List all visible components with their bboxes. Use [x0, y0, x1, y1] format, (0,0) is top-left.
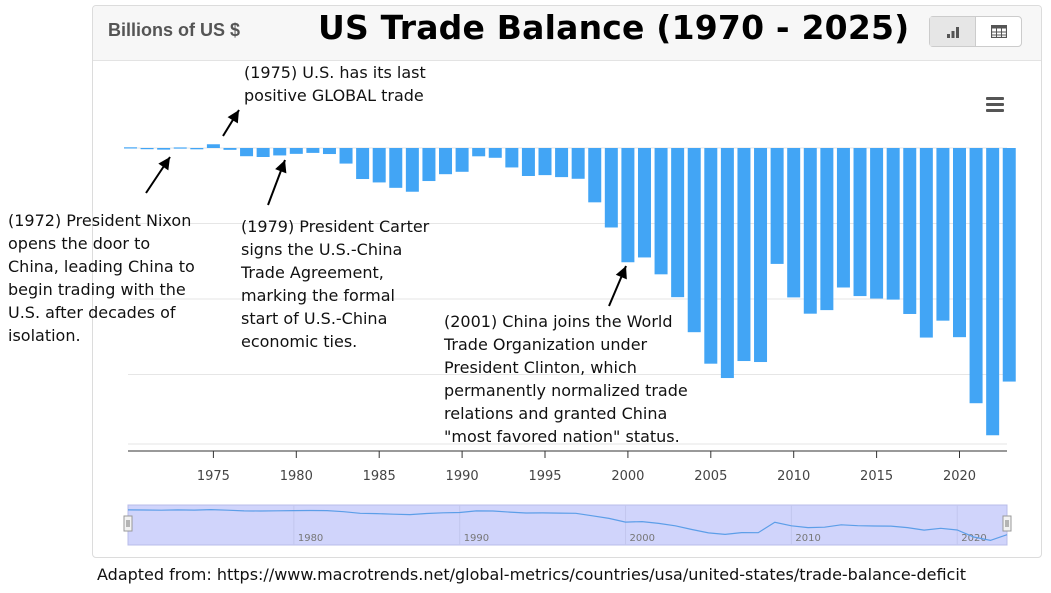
arrow-1972 [145, 156, 171, 194]
bar-1974[interactable] [190, 148, 204, 150]
bar-2013[interactable] [836, 148, 850, 288]
bar-1981[interactable] [306, 148, 320, 153]
bar-1991[interactable] [472, 148, 486, 157]
x-tick-label-1990: 1990 [446, 469, 479, 484]
table-view-button[interactable] [976, 17, 1021, 46]
x-tick-label-1975: 1975 [197, 469, 230, 484]
navigator-tick-label-1990: 1990 [464, 533, 489, 544]
bar-1985[interactable] [372, 148, 386, 183]
bar-1978[interactable] [256, 148, 270, 157]
bar-2010[interactable] [787, 148, 801, 298]
arrow-2001 [608, 265, 627, 307]
bar-2016[interactable] [886, 148, 900, 300]
source-caption: Adapted from: https://www.macrotrends.ne… [97, 565, 967, 584]
bar-1971[interactable] [140, 148, 154, 150]
navigator-right-handle[interactable] [1002, 515, 1012, 532]
navigator-tick-label-2020: 2020 [961, 533, 986, 544]
bar-1996[interactable] [555, 148, 569, 178]
bar-1982[interactable] [322, 148, 336, 155]
units-label: Billions of US $ [108, 20, 241, 40]
bar-2002[interactable] [654, 148, 668, 275]
bar-2011[interactable] [803, 148, 817, 314]
bar-1980[interactable] [289, 148, 303, 154]
x-tick-label-2010: 2010 [777, 469, 810, 484]
x-tick-label-1985: 1985 [363, 469, 396, 484]
bar-2003[interactable] [671, 148, 685, 298]
bar-2023[interactable] [1002, 148, 1016, 382]
bar-1987[interactable] [405, 148, 419, 192]
bar-2017[interactable] [903, 148, 917, 314]
bar-1976[interactable] [223, 148, 237, 150]
navigator-tick-label-2000: 2000 [630, 533, 655, 544]
bar-1983[interactable] [339, 148, 353, 164]
bar-1989[interactable] [439, 148, 453, 175]
bar-2000[interactable] [621, 148, 635, 263]
page-title: US Trade Balance (1970 - 2025) [318, 8, 910, 47]
bar-chart-icon [946, 26, 959, 38]
x-tick-label-2015: 2015 [860, 469, 893, 484]
view-toggle [929, 16, 1022, 47]
x-tick-label-1980: 1980 [280, 469, 313, 484]
bar-2004[interactable] [687, 148, 701, 333]
card-header [93, 6, 1041, 61]
bar-2018[interactable] [919, 148, 933, 338]
bar-2008[interactable] [754, 148, 768, 363]
bar-2005[interactable] [704, 148, 718, 364]
bar-1988[interactable] [422, 148, 436, 182]
x-tick-label-2005: 2005 [694, 469, 727, 484]
bar-2022[interactable] [986, 148, 1000, 436]
bar-2019[interactable] [936, 148, 950, 321]
bar-1993[interactable] [505, 148, 519, 168]
bar-1997[interactable] [571, 148, 585, 179]
bar-2020[interactable] [953, 148, 966, 338]
bar-2015[interactable] [870, 148, 884, 299]
bar-1979[interactable] [273, 148, 287, 156]
x-tick-label-2000: 2000 [611, 469, 644, 484]
bar-1975[interactable] [206, 144, 220, 148]
table-icon [990, 25, 1007, 38]
bar-1973[interactable] [173, 147, 187, 149]
bar-2007[interactable] [737, 148, 751, 362]
navigator-left-handle[interactable] [123, 515, 133, 532]
bar-1986[interactable] [389, 148, 403, 188]
bar-2014[interactable] [853, 148, 867, 297]
navigator-series-line [127, 508, 1008, 542]
annotation-1975: (1975) U.S. has its last positive GLOBAL… [244, 63, 426, 105]
bar-1984[interactable] [356, 148, 370, 180]
bar-1994[interactable] [521, 148, 535, 176]
bar-2001[interactable] [637, 148, 651, 258]
bar-1990[interactable] [455, 148, 469, 172]
chart-view-button[interactable] [930, 17, 976, 46]
bar-2006[interactable] [720, 148, 734, 379]
hamburger-menu-icon[interactable] [986, 97, 1004, 113]
bar-1998[interactable] [588, 148, 602, 203]
bar-2012[interactable] [820, 148, 834, 311]
bar-2009[interactable] [770, 148, 784, 264]
navigator-tick-label-2010: 2010 [795, 533, 820, 544]
bar-1970[interactable] [124, 147, 137, 149]
bar-1992[interactable] [488, 148, 502, 158]
bar-2021[interactable] [969, 148, 983, 404]
arrow-1979 [267, 159, 287, 206]
bar-1972[interactable] [157, 148, 171, 150]
annotation-1979: (1979) President Carter signs the U.S.-C… [241, 217, 430, 351]
x-tick-label-2020: 2020 [943, 469, 976, 484]
chart-card [92, 5, 1042, 558]
x-tick-label-1995: 1995 [528, 469, 561, 484]
navigator-tick-label-1980: 1980 [298, 533, 323, 544]
bar-1977[interactable] [240, 148, 254, 157]
annotation-2001: (2001) China joins the World Trade Organ… [444, 312, 688, 446]
annotation-1972: (1972) President Nixon opens the door to… [8, 211, 195, 345]
arrow-1975 [222, 109, 240, 137]
bar-1999[interactable] [604, 148, 618, 228]
bar-1995[interactable] [538, 148, 552, 176]
